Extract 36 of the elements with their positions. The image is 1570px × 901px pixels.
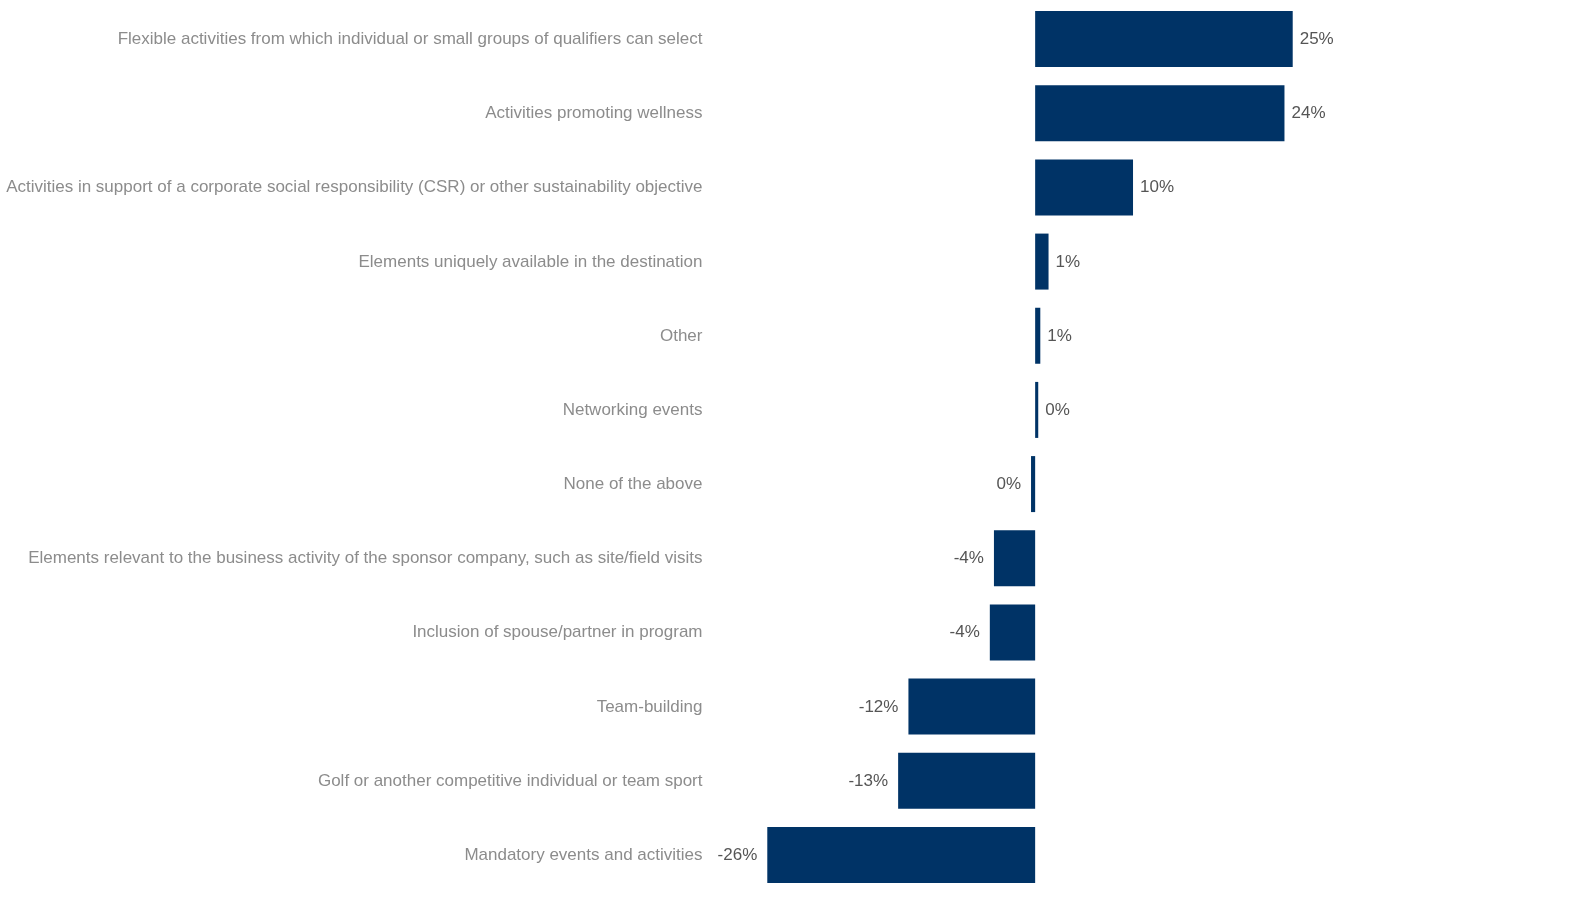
- bar: [1031, 456, 1036, 513]
- data-label: 10%: [1140, 177, 1175, 197]
- y-tick-label: None of the above: [563, 474, 703, 494]
- data-label: -13%: [848, 770, 889, 790]
- data-label: 1%: [1055, 251, 1081, 271]
- y-tick-label: Elements uniquely available in the destination: [358, 251, 703, 271]
- bar: [1035, 381, 1039, 438]
- data-label: -12%: [858, 696, 899, 716]
- bar: [908, 678, 1036, 735]
- data-label: -4%: [949, 622, 980, 642]
- y-tick-label: Flexible activities from which individual or small groups of qualifiers can select: [117, 29, 703, 49]
- data-label: 0%: [1045, 399, 1070, 419]
- y-tick-label: Elements relevant to the business activity of the sponsor company, such as site/field visits: [28, 548, 703, 568]
- bar: [898, 752, 1036, 809]
- bar: [1035, 85, 1285, 142]
- y-tick-label: Golf or another competitive individual or team sport: [317, 770, 703, 790]
- data-label: 25%: [1299, 29, 1334, 49]
- bar: [1035, 159, 1134, 216]
- bar: [1035, 233, 1049, 290]
- data-label: 0%: [996, 474, 1022, 494]
- y-tick-label: Mandatory events and activities: [464, 844, 703, 864]
- data-label: -4%: [953, 548, 984, 568]
- y-tick-label: Activities promoting wellness: [485, 103, 703, 123]
- data-label: -26%: [717, 844, 758, 864]
- bar: [1035, 307, 1041, 364]
- y-tick-label: Networking events: [562, 399, 703, 419]
- y-tick-label: Other: [659, 325, 703, 345]
- y-tick-label: Activities in support of a corporate social responsibility (CSR) or other sustainability objective: [6, 177, 703, 197]
- bar: [989, 604, 1036, 661]
- bar: [1035, 11, 1293, 68]
- bar: [993, 530, 1036, 587]
- y-tick-label: Team-building: [596, 696, 703, 716]
- data-label: 24%: [1291, 103, 1326, 123]
- y-tick-label: Inclusion of spouse/partner in program: [412, 622, 703, 642]
- data-label: 1%: [1047, 325, 1072, 345]
- bar: [767, 826, 1036, 883]
